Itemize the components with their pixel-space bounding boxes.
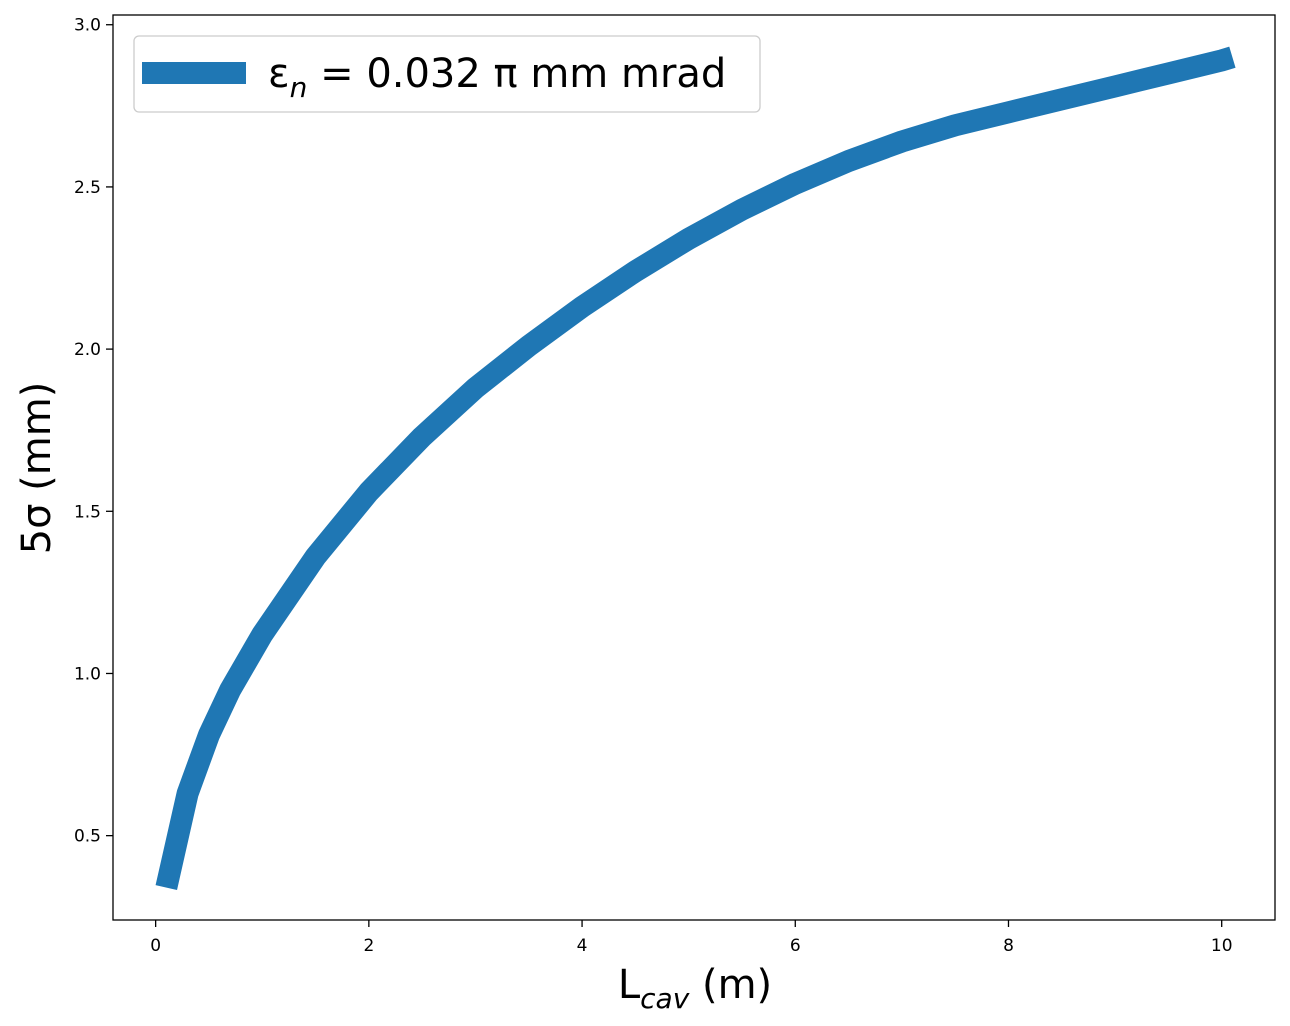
y-axis-label: 5σ (mm) — [14, 382, 60, 555]
plot-frame — [112, 14, 1276, 921]
series-layer — [155, 46, 1236, 891]
legend-box — [133, 35, 761, 113]
legend: εn = 0.032 π mm mrad — [133, 35, 761, 113]
x-tick-label: 6 — [790, 936, 801, 956]
legend-label-series-1: εn = 0.032 π mm mrad — [268, 51, 726, 104]
series-line-1 — [155, 46, 1236, 891]
x-tick-label: 4 — [577, 936, 588, 956]
x-tick-label: 8 — [1003, 936, 1014, 956]
x-axis-label: Lcav (m) — [618, 962, 772, 1015]
y-tick-label: 3.0 — [74, 16, 101, 36]
x-tick-label: 10 — [1211, 936, 1233, 956]
y-tick-label: 2.5 — [74, 178, 101, 198]
y-tick-label: 1.0 — [74, 664, 101, 684]
y-tick-label: 1.5 — [74, 502, 101, 522]
axis-ticks: 0 2 4 6 8 10 0.5 1.0 1.5 2.0 2.5 3.0 — [74, 16, 1233, 956]
y-tick-label: 0.5 — [74, 827, 101, 847]
x-tick-label: 0 — [150, 936, 161, 956]
plot-area — [113, 15, 1275, 920]
y-tick-label: 2.0 — [74, 340, 101, 360]
x-tick-label: 2 — [363, 936, 374, 956]
